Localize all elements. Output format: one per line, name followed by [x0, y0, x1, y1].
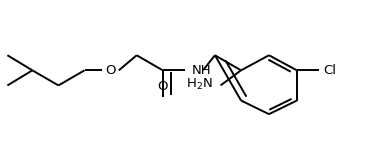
Text: O: O	[105, 64, 116, 77]
Text: O: O	[157, 80, 168, 93]
Text: Cl: Cl	[324, 64, 337, 77]
Text: NH: NH	[192, 64, 211, 77]
Text: $\mathregular{H_2N}$: $\mathregular{H_2N}$	[186, 77, 213, 92]
